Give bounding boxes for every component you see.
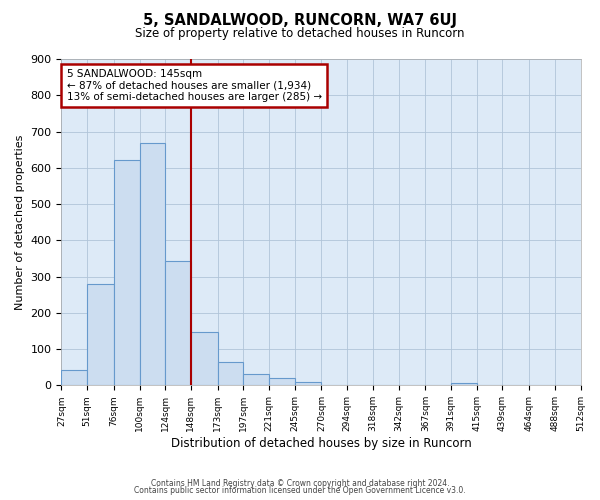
Bar <box>218 362 244 386</box>
Y-axis label: Number of detached properties: Number of detached properties <box>15 134 25 310</box>
Bar <box>269 378 295 386</box>
Bar <box>114 160 140 386</box>
Text: Contains public sector information licensed under the Open Government Licence v3: Contains public sector information licen… <box>134 486 466 495</box>
X-axis label: Distribution of detached houses by size in Runcorn: Distribution of detached houses by size … <box>170 437 472 450</box>
Bar <box>140 143 165 386</box>
Text: Contains HM Land Registry data © Crown copyright and database right 2024.: Contains HM Land Registry data © Crown c… <box>151 478 449 488</box>
Bar <box>87 284 114 386</box>
Text: 5 SANDALWOOD: 145sqm
← 87% of detached houses are smaller (1,934)
13% of semi-de: 5 SANDALWOOD: 145sqm ← 87% of detached h… <box>67 69 322 102</box>
Text: Size of property relative to detached houses in Runcorn: Size of property relative to detached ho… <box>135 28 465 40</box>
Bar <box>165 261 191 386</box>
Bar <box>191 332 218 386</box>
Bar <box>61 370 87 386</box>
Bar <box>244 374 269 386</box>
Bar <box>451 383 476 386</box>
Text: 5, SANDALWOOD, RUNCORN, WA7 6UJ: 5, SANDALWOOD, RUNCORN, WA7 6UJ <box>143 12 457 28</box>
Bar <box>295 382 322 386</box>
